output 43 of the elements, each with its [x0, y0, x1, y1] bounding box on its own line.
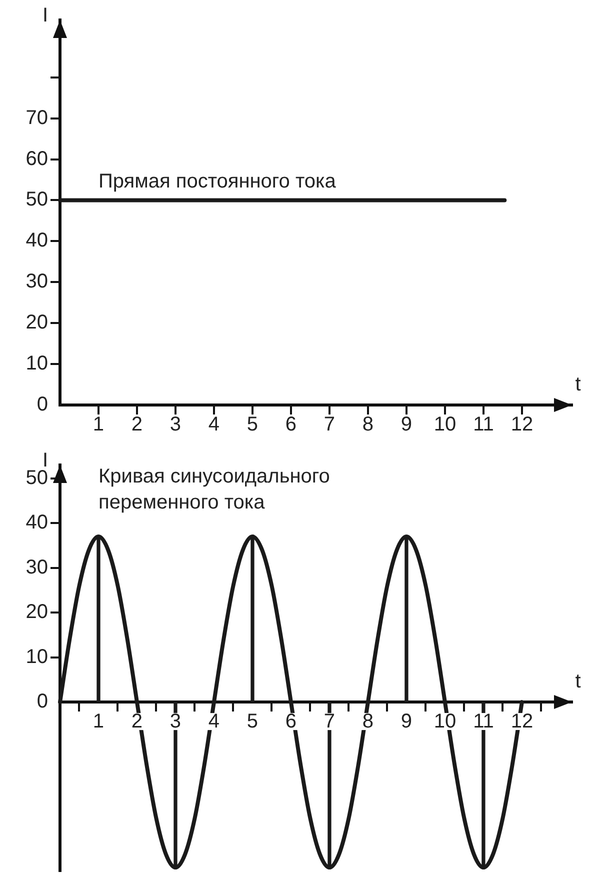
y-tick-label: 70	[26, 106, 48, 129]
x-tick-label: 10	[434, 710, 456, 733]
x-tick-label: 6	[285, 414, 297, 436]
y-tick-label: 50	[26, 466, 48, 489]
x-tick-label: 4	[208, 414, 220, 436]
x-tick-label: 12	[510, 710, 534, 733]
y-tick-label: 50	[26, 188, 48, 211]
y-tick-label: 60	[26, 148, 48, 170]
y-tick-label: 40	[26, 512, 48, 534]
x-tick-label: 8	[362, 414, 374, 436]
x-tick-label: 8	[362, 710, 374, 733]
x-tick-label: 9	[400, 710, 412, 733]
x-axis-title: t	[575, 374, 582, 396]
y-axis-title: I	[42, 4, 48, 27]
y-tick-label: 40	[26, 230, 48, 252]
x-tick-label: 7	[324, 710, 336, 733]
x-tick-label: 4	[208, 710, 220, 733]
x-tick-label: 7	[324, 414, 336, 436]
y-tick-label: 0	[36, 394, 48, 416]
y-tick-label: 20	[26, 312, 48, 334]
x-tick-label: 12	[510, 414, 534, 436]
x-tick-label: 3	[170, 414, 182, 436]
y-tick-label: 10	[26, 646, 48, 668]
x-tick-label: 9	[400, 414, 412, 436]
x-tick-label: 5	[246, 414, 258, 436]
x-tick-label: 10	[434, 414, 456, 436]
x-tick-label: 2	[131, 414, 143, 436]
x-axis-title: t	[575, 670, 582, 693]
x-tick-label: 6	[285, 710, 297, 733]
y-tick-label: 30	[26, 270, 48, 293]
x-tick-label: 1	[92, 414, 104, 436]
annotation: Прямая постоянного тока	[98, 170, 337, 193]
annotation: Кривая синусоидального переменного тока	[98, 466, 330, 514]
y-tick-label: 20	[26, 601, 48, 624]
y-tick-label: 30	[26, 556, 48, 578]
y-tick-label: 0	[36, 690, 48, 713]
x-tick-label: 1	[92, 710, 104, 733]
x-tick-label: 11	[473, 414, 494, 436]
x-tick-label: 2	[131, 710, 143, 733]
y-tick-label: 10	[26, 352, 48, 375]
x-tick-label: 5	[246, 710, 258, 733]
x-tick-label: 3	[170, 710, 182, 733]
x-tick-label: 11	[473, 710, 494, 733]
